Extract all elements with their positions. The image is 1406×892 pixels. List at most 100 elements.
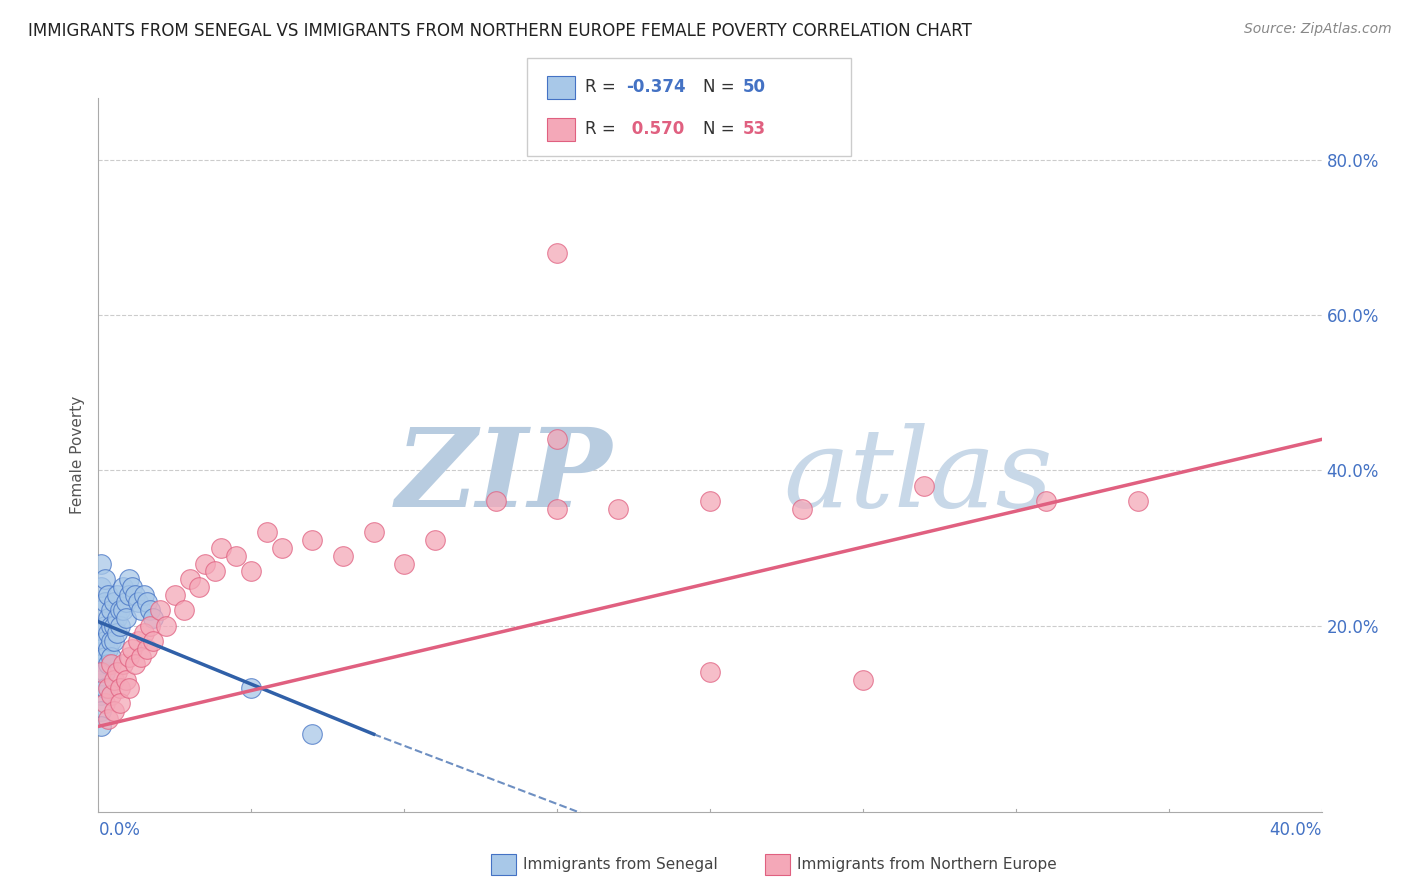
- Text: 0.0%: 0.0%: [98, 821, 141, 839]
- Point: [97, 657, 120, 672]
- Point: [108, 618, 131, 632]
- Text: N =: N =: [703, 120, 740, 138]
- Point: [124, 588, 146, 602]
- Point: [97, 611, 120, 625]
- Point: [173, 603, 195, 617]
- Point: [100, 689, 122, 703]
- Point: [90, 689, 112, 703]
- Point: [118, 588, 141, 602]
- Point: [103, 673, 125, 687]
- Point: [97, 626, 120, 640]
- Point: [142, 611, 165, 625]
- Point: [115, 611, 138, 625]
- Point: [118, 572, 141, 586]
- Text: IMMIGRANTS FROM SENEGAL VS IMMIGRANTS FROM NORTHERN EUROPE FEMALE POVERTY CORREL: IMMIGRANTS FROM SENEGAL VS IMMIGRANTS FR…: [28, 22, 972, 40]
- Point: [256, 525, 278, 540]
- Point: [546, 433, 568, 447]
- Point: [134, 588, 156, 602]
- Point: [136, 595, 159, 609]
- Point: [155, 618, 177, 632]
- Point: [93, 572, 115, 586]
- Point: [912, 479, 935, 493]
- Point: [485, 494, 508, 508]
- Y-axis label: Female Poverty: Female Poverty: [69, 396, 84, 514]
- Text: Immigrants from Senegal: Immigrants from Senegal: [523, 857, 718, 871]
- Point: [90, 657, 112, 672]
- Point: [103, 634, 125, 648]
- Point: [121, 580, 143, 594]
- Point: [332, 549, 354, 563]
- Point: [111, 580, 134, 594]
- Point: [90, 580, 112, 594]
- Point: [179, 572, 201, 586]
- Text: atlas: atlas: [783, 423, 1053, 530]
- Point: [129, 603, 152, 617]
- Text: N =: N =: [703, 78, 740, 96]
- Point: [546, 246, 568, 260]
- Point: [100, 603, 122, 617]
- Point: [139, 618, 162, 632]
- Point: [115, 673, 138, 687]
- Point: [136, 641, 159, 656]
- Point: [129, 649, 152, 664]
- Text: Source: ZipAtlas.com: Source: ZipAtlas.com: [1244, 22, 1392, 37]
- Point: [111, 603, 134, 617]
- Point: [699, 494, 721, 508]
- Point: [97, 588, 120, 602]
- Text: 50: 50: [742, 78, 765, 96]
- Point: [363, 525, 385, 540]
- Point: [90, 641, 112, 656]
- Text: -0.374: -0.374: [626, 78, 685, 96]
- Point: [301, 533, 323, 548]
- Point: [790, 502, 813, 516]
- Point: [1128, 494, 1150, 508]
- Point: [90, 665, 112, 679]
- Point: [100, 634, 122, 648]
- Point: [97, 641, 120, 656]
- Text: 0.570: 0.570: [626, 120, 683, 138]
- Point: [100, 657, 122, 672]
- Point: [103, 595, 125, 609]
- Point: [97, 681, 120, 695]
- Point: [134, 626, 156, 640]
- Point: [188, 580, 211, 594]
- Point: [105, 626, 128, 640]
- Text: Immigrants from Northern Europe: Immigrants from Northern Europe: [797, 857, 1057, 871]
- Point: [105, 611, 128, 625]
- Point: [852, 673, 875, 687]
- Point: [163, 588, 186, 602]
- Point: [93, 665, 115, 679]
- Point: [90, 626, 112, 640]
- Point: [93, 634, 115, 648]
- Point: [301, 727, 323, 741]
- Point: [97, 712, 120, 726]
- Point: [93, 696, 115, 710]
- Point: [90, 557, 112, 571]
- Point: [209, 541, 232, 555]
- Text: 40.0%: 40.0%: [1270, 821, 1322, 839]
- Point: [105, 665, 128, 679]
- Point: [93, 618, 115, 632]
- Point: [105, 588, 128, 602]
- Point: [607, 502, 630, 516]
- Point: [240, 681, 263, 695]
- Point: [115, 595, 138, 609]
- Text: 53: 53: [742, 120, 765, 138]
- Point: [204, 564, 226, 578]
- Point: [270, 541, 292, 555]
- Point: [118, 681, 141, 695]
- Point: [108, 603, 131, 617]
- Text: ZIP: ZIP: [395, 423, 612, 530]
- Point: [118, 649, 141, 664]
- Point: [100, 618, 122, 632]
- Point: [194, 557, 217, 571]
- Point: [108, 696, 131, 710]
- Point: [90, 673, 112, 687]
- Point: [149, 603, 172, 617]
- Point: [240, 564, 263, 578]
- Point: [93, 681, 115, 695]
- Point: [139, 603, 162, 617]
- Point: [93, 649, 115, 664]
- Point: [546, 502, 568, 516]
- Text: R =: R =: [585, 78, 621, 96]
